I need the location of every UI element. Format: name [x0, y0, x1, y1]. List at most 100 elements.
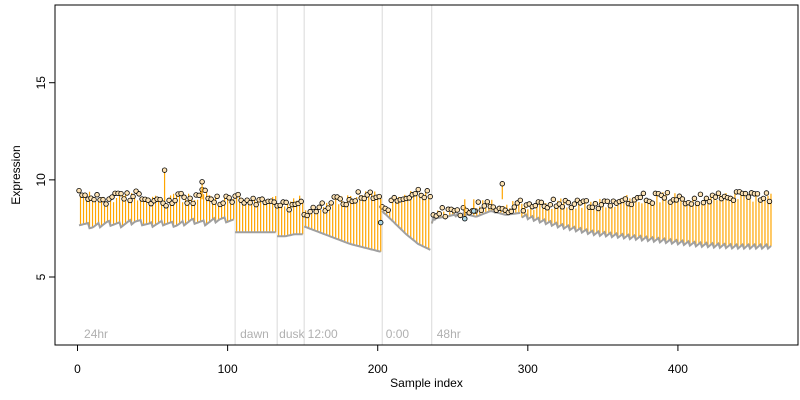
data-point — [628, 201, 635, 208]
data-point — [367, 189, 373, 195]
data-point — [253, 201, 259, 208]
data-point — [583, 198, 590, 204]
data-point — [604, 198, 611, 204]
data-point — [715, 190, 722, 196]
x-tick-label: 400 — [668, 362, 688, 376]
data-point — [766, 198, 773, 205]
data-point — [391, 194, 397, 201]
data-point — [250, 195, 256, 202]
data-point — [304, 212, 310, 219]
data-point — [376, 193, 382, 200]
data-point — [481, 203, 487, 209]
data-point — [457, 212, 463, 219]
data-point — [538, 199, 545, 206]
data-point — [298, 198, 304, 205]
data-point — [649, 200, 656, 206]
data-point — [598, 202, 605, 208]
data-point — [568, 204, 575, 211]
data-point — [127, 197, 133, 204]
data-point — [214, 193, 220, 199]
data-point — [532, 202, 539, 209]
data-point — [187, 195, 193, 201]
data-point — [703, 195, 710, 202]
data-point — [637, 194, 644, 201]
data-point — [145, 197, 151, 203]
outlier-point — [462, 216, 468, 222]
data-point — [427, 193, 433, 200]
data-point — [307, 208, 313, 215]
y-tick-label: 15 — [34, 76, 48, 90]
data-point — [157, 196, 163, 203]
data-point — [439, 205, 445, 211]
section-label: 12:00 — [308, 327, 338, 341]
lower-bound-line — [78, 216, 234, 230]
x-tick-label: 100 — [218, 362, 238, 376]
section-label: 0:00 — [386, 327, 410, 341]
data-point — [490, 204, 496, 210]
section-label: dusk — [279, 327, 305, 341]
data-point — [286, 207, 292, 213]
outlier-point — [471, 208, 477, 214]
data-point — [247, 200, 253, 206]
data-point — [103, 201, 109, 207]
data-point — [310, 204, 316, 211]
data-point — [559, 204, 566, 210]
data-point — [730, 197, 737, 203]
data-point — [679, 196, 686, 202]
data-point — [202, 187, 208, 194]
data-point — [319, 200, 325, 206]
section-label: 48hr — [437, 327, 461, 341]
section-label: 24hr — [84, 327, 108, 341]
data-point — [547, 202, 554, 208]
data-point — [565, 199, 572, 206]
data-point — [181, 194, 187, 200]
data-point — [742, 190, 749, 197]
data-point — [94, 192, 100, 198]
data-point — [571, 201, 578, 207]
x-axis-label: Sample index — [390, 376, 463, 390]
outlier-point — [378, 219, 384, 226]
data-point — [211, 199, 217, 205]
data-point — [412, 190, 418, 197]
x-tick-label: 200 — [368, 362, 388, 376]
data-point — [745, 194, 752, 200]
data-point — [235, 191, 241, 198]
data-point — [640, 190, 647, 197]
data-point — [520, 208, 527, 214]
data-point — [478, 207, 484, 213]
data-point — [712, 194, 719, 200]
data-point — [760, 195, 767, 202]
data-point — [442, 213, 448, 220]
data-point — [550, 196, 557, 203]
data-point — [511, 204, 518, 210]
data-point — [178, 190, 184, 197]
data-point — [343, 201, 349, 208]
y-axis-label: Expression — [9, 145, 23, 204]
data-point — [313, 208, 319, 215]
data-point — [436, 211, 442, 217]
data-point — [130, 193, 136, 200]
x-axis: 0 100 200 300 400 — [74, 344, 688, 376]
data-point — [706, 198, 713, 205]
data-point — [316, 204, 322, 210]
data-point — [163, 203, 169, 209]
data-point — [475, 199, 481, 205]
data-point — [172, 197, 178, 204]
data-point — [484, 199, 490, 205]
data-point — [664, 189, 671, 196]
data-point — [226, 195, 232, 201]
data-point — [220, 200, 226, 206]
data-point — [121, 196, 127, 202]
data-point — [229, 199, 235, 205]
x-tick-label: 300 — [518, 362, 538, 376]
data-point — [415, 186, 421, 193]
data-point — [109, 194, 115, 200]
y-tick-label: 5 — [34, 273, 48, 280]
data-point — [124, 190, 130, 196]
data-point — [454, 207, 460, 213]
lower-bound-line — [303, 225, 381, 253]
data-point — [697, 191, 704, 198]
data-point — [196, 192, 202, 199]
data-point — [100, 196, 106, 203]
lower-bound-line — [277, 233, 303, 238]
